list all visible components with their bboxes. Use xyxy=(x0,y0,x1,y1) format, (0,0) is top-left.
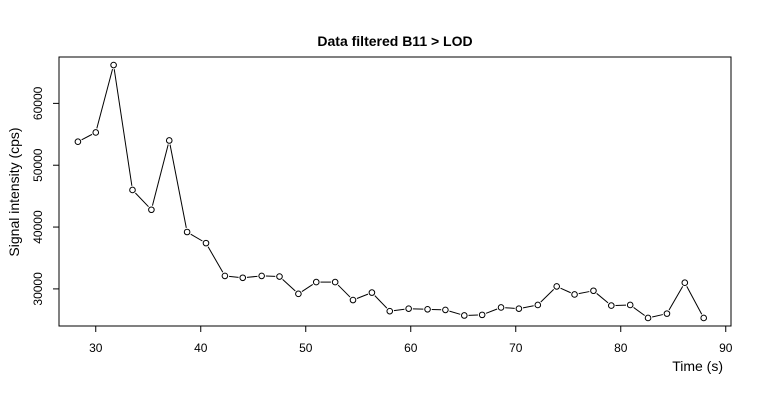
data-point xyxy=(553,283,561,290)
data-point xyxy=(202,239,210,247)
data-point xyxy=(258,272,265,280)
line-segment xyxy=(560,287,571,294)
data-point xyxy=(644,314,652,322)
y-tick-label: 30000 xyxy=(31,272,45,306)
line-segment xyxy=(578,291,590,295)
data-point xyxy=(92,129,100,136)
y-axis-label: Signal intensity (cps) xyxy=(6,127,22,256)
y-tick-label: 50000 xyxy=(31,148,45,182)
line-segment xyxy=(393,308,405,312)
line-segment xyxy=(135,192,149,208)
data-point xyxy=(608,302,615,309)
x-axis: 30 40 50 60 70 80 90 xyxy=(89,325,733,355)
data-point xyxy=(239,274,247,282)
line-segment xyxy=(449,310,461,315)
data-point xyxy=(331,278,339,286)
line-segment xyxy=(596,293,609,304)
x-tick-label: 80 xyxy=(614,341,628,355)
x-tick-label: 50 xyxy=(299,341,313,355)
data-point xyxy=(183,228,191,236)
line-segment xyxy=(190,233,203,242)
x-tick-label: 70 xyxy=(509,341,523,355)
data-series xyxy=(74,61,708,322)
data-point xyxy=(626,301,634,309)
line-segment xyxy=(633,307,645,316)
data-point xyxy=(424,306,431,313)
x-axis-label: Time (s) xyxy=(672,358,723,374)
data-point xyxy=(221,272,229,280)
x-tick-label: 90 xyxy=(719,341,733,355)
y-axis: 30000 40000 50000 60000 xyxy=(31,86,60,306)
line-segment xyxy=(485,308,498,314)
data-point xyxy=(368,289,376,296)
data-point xyxy=(129,186,136,194)
plot-frame xyxy=(58,56,732,327)
data-point xyxy=(405,305,412,312)
line-segment xyxy=(246,275,258,278)
x-tick-label: 60 xyxy=(404,341,418,355)
line-segment xyxy=(374,295,388,309)
data-point xyxy=(276,273,283,280)
y-tick-label: 40000 xyxy=(31,210,45,244)
line-segment xyxy=(686,286,703,315)
data-point xyxy=(148,206,155,214)
line-segment xyxy=(169,144,187,228)
line-segment xyxy=(207,246,224,273)
chart-title: Data filtered B11 > LOD xyxy=(317,33,472,49)
data-point xyxy=(497,304,505,311)
x-tick-label: 30 xyxy=(89,341,103,355)
line-segment xyxy=(505,307,515,309)
data-point xyxy=(312,278,320,286)
line-segment xyxy=(668,286,684,311)
data-point xyxy=(442,306,449,314)
data-point xyxy=(349,296,357,304)
data-point xyxy=(461,312,468,319)
line-segment xyxy=(522,305,534,309)
line-segment xyxy=(337,284,351,298)
data-point xyxy=(110,61,117,69)
data-point xyxy=(74,138,82,146)
line-segment xyxy=(151,144,169,206)
line-segment xyxy=(113,69,133,186)
data-point xyxy=(165,137,173,144)
data-point xyxy=(571,291,578,298)
line-segment xyxy=(96,68,114,129)
data-point xyxy=(515,305,523,312)
x-tick-label: 40 xyxy=(194,341,208,355)
data-point xyxy=(386,307,394,315)
data-point xyxy=(295,290,302,298)
y-tick-label: 60000 xyxy=(31,86,45,120)
data-point xyxy=(700,314,708,322)
line-segment xyxy=(652,314,663,318)
data-point xyxy=(681,279,689,287)
data-point xyxy=(534,301,542,309)
data-point xyxy=(663,310,671,317)
line-segment xyxy=(356,293,369,299)
line-segment xyxy=(301,283,314,292)
line-segment xyxy=(540,289,555,303)
data-point xyxy=(590,287,597,295)
line-segment xyxy=(81,133,93,141)
line-segment xyxy=(229,275,239,278)
data-point xyxy=(478,311,486,319)
line-segment xyxy=(282,278,296,292)
